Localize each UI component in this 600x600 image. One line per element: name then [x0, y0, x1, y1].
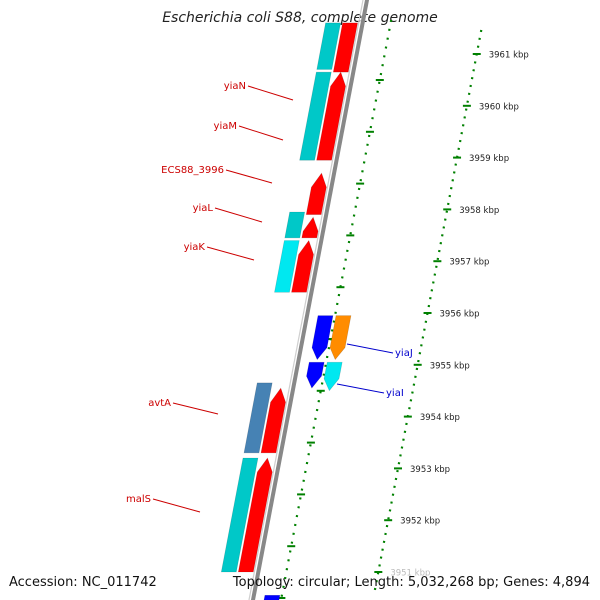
- gene-label-avtA: avtA: [148, 398, 171, 409]
- gene-arrow-malS: [237, 457, 273, 573]
- gene-arrow-yiaN: [316, 71, 346, 161]
- accession-text: Accession: NC_011742: [9, 575, 157, 590]
- gene-arrow-yiaI: [306, 361, 325, 389]
- leader-line-ECS88_3996: [225, 169, 273, 184]
- gene-arrow-yiaJ: [311, 315, 334, 361]
- leader-line-malS: [152, 498, 201, 513]
- leader-line-yiaN: [247, 85, 294, 101]
- cds-bar-avtA: [243, 382, 273, 454]
- gene-arrow-yiaL: [301, 216, 319, 239]
- gene-label-yiaL: yiaL: [193, 203, 214, 214]
- cds-bar-malS: [220, 457, 259, 573]
- ruler-tick-label: 3956 kbp: [440, 310, 480, 320]
- gene-label-yiaI: yiaI: [386, 388, 404, 399]
- gene-arrow-avtA: [260, 387, 286, 454]
- leader-line-yiaM: [238, 125, 284, 141]
- ruler-tick-label: 3960 kbp: [479, 102, 519, 112]
- gene-label-yiaM: yiaM: [214, 121, 237, 132]
- leader-line-yiaI: [336, 383, 385, 394]
- gene-label-yiaK: yiaK: [184, 242, 206, 253]
- leader-line-yiaJ: [346, 343, 394, 354]
- cds-bar-yiaL: [284, 211, 306, 239]
- leader-line-yiaK: [206, 246, 255, 261]
- gene-arrow-ECS88_3996: [305, 172, 327, 215]
- cds-bar-yiaK: [274, 240, 300, 293]
- ruler-tick-label: 3959 kbp: [469, 154, 509, 164]
- leader-line-yiaL: [214, 207, 263, 223]
- ruler-tick-label: 3957 kbp: [449, 258, 489, 268]
- cds-bar-yiaN: [299, 71, 332, 161]
- cds-bar-top: [316, 22, 341, 70]
- gene-label-yiaJ: yiaJ: [395, 348, 413, 359]
- ruler-tick-label: 3955 kbp: [430, 361, 470, 371]
- ruler-tick-label: 3951 kbp: [390, 569, 430, 579]
- cds-arrow-yiaJ: [329, 315, 352, 361]
- ruler-tick-label: 3954 kbp: [420, 413, 460, 423]
- backbone-line: [250, 0, 370, 600]
- map-title: Escherichia coli S88, complete genome: [162, 10, 438, 26]
- ruler-tick-label: 3961 kbp: [489, 51, 529, 61]
- leader-line-avtA: [172, 402, 219, 415]
- gene-arrow-yiaK: [291, 239, 314, 293]
- cds-arrow-yiaI: [323, 361, 343, 392]
- gene-arrow-bottom: [263, 594, 281, 600]
- ruler-tick-label: 3952 kbp: [400, 517, 440, 527]
- backbone-inner-line: [248, 0, 364, 600]
- gene-label-yiaN: yiaN: [224, 81, 246, 92]
- topology-text: Topology: circular; Length: 5,032,268 bp…: [232, 575, 590, 590]
- gene-label-ECS88_3996: ECS88_3996: [161, 165, 224, 176]
- ruler-tick-label: 3958 kbp: [459, 206, 499, 216]
- gene-arrow-top: [332, 22, 358, 73]
- ruler-tick-label: 3953 kbp: [410, 465, 450, 475]
- gene-label-malS: malS: [126, 494, 151, 505]
